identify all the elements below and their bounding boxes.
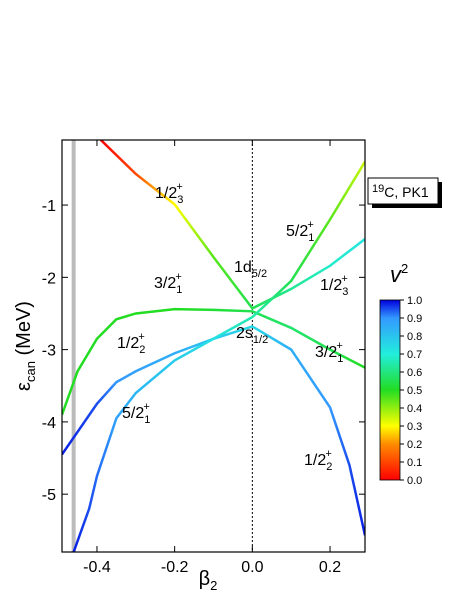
colorbar-tick-label: 0.8 — [407, 331, 422, 343]
colorbar-tick-label: 0.4 — [407, 403, 422, 415]
annotation: 2s1/2 — [236, 325, 268, 346]
annotation: 1d5/2 — [234, 259, 267, 280]
y-tick-label: -1 — [42, 198, 56, 215]
y-tick-label: -5 — [42, 487, 56, 504]
plot-frame — [61, 139, 366, 553]
annotation: 1/22+ — [304, 448, 332, 473]
colorbar-tick-label: 0.3 — [407, 421, 422, 433]
x-tick-label: -0.4 — [83, 559, 111, 576]
y-tick-label: -3 — [42, 343, 56, 360]
annotation: 3/21+ — [154, 271, 182, 296]
y-tick-label: -2 — [42, 270, 56, 287]
colorbar-tick-label: 0.9 — [407, 313, 422, 325]
colorbar-tick-label: 1.0 — [407, 295, 422, 307]
x-tick-label: 0.0 — [241, 559, 263, 576]
y-axis-label: εcan (MeV) — [13, 301, 38, 391]
colorbar-tick-label: 0.5 — [407, 385, 422, 397]
annotation: 1/23+ — [155, 181, 183, 206]
box-label: 19C, PK1 — [372, 183, 429, 200]
x-tick-label: -0.2 — [161, 559, 189, 576]
curve — [99, 140, 365, 310]
curve — [72, 161, 365, 552]
colorbar-tick-label: 0.1 — [407, 457, 422, 469]
colorbar-tick-label: 0.6 — [407, 367, 422, 379]
colorbar-title: v2 — [390, 261, 408, 287]
annotations: 1/23+ 1d5/2 5/21+ 1/23+ 3/21+ 1/22+ 2s1/… — [117, 181, 348, 473]
colorbar-tick-label: 0.0 — [407, 475, 422, 487]
annotation: 1/22+ — [117, 331, 145, 356]
y-tick-label: -4 — [42, 415, 56, 432]
colorbar-tick-label: 0.2 — [407, 439, 422, 451]
annotation: 3/21+ — [315, 340, 343, 365]
x-tick-label: 0.2 — [319, 559, 341, 576]
colorbar-tick-label: 0.7 — [407, 349, 422, 361]
annotation: 5/21+ — [286, 219, 314, 244]
annotation: 1/23+ — [320, 273, 348, 298]
legend-box: 19C, PK1 — [367, 177, 442, 208]
x-axis-label: β2 — [199, 568, 218, 593]
box — [367, 177, 439, 205]
colorbar — [379, 299, 401, 481]
annotation: 5/21+ — [122, 401, 150, 426]
curve — [62, 307, 365, 416]
